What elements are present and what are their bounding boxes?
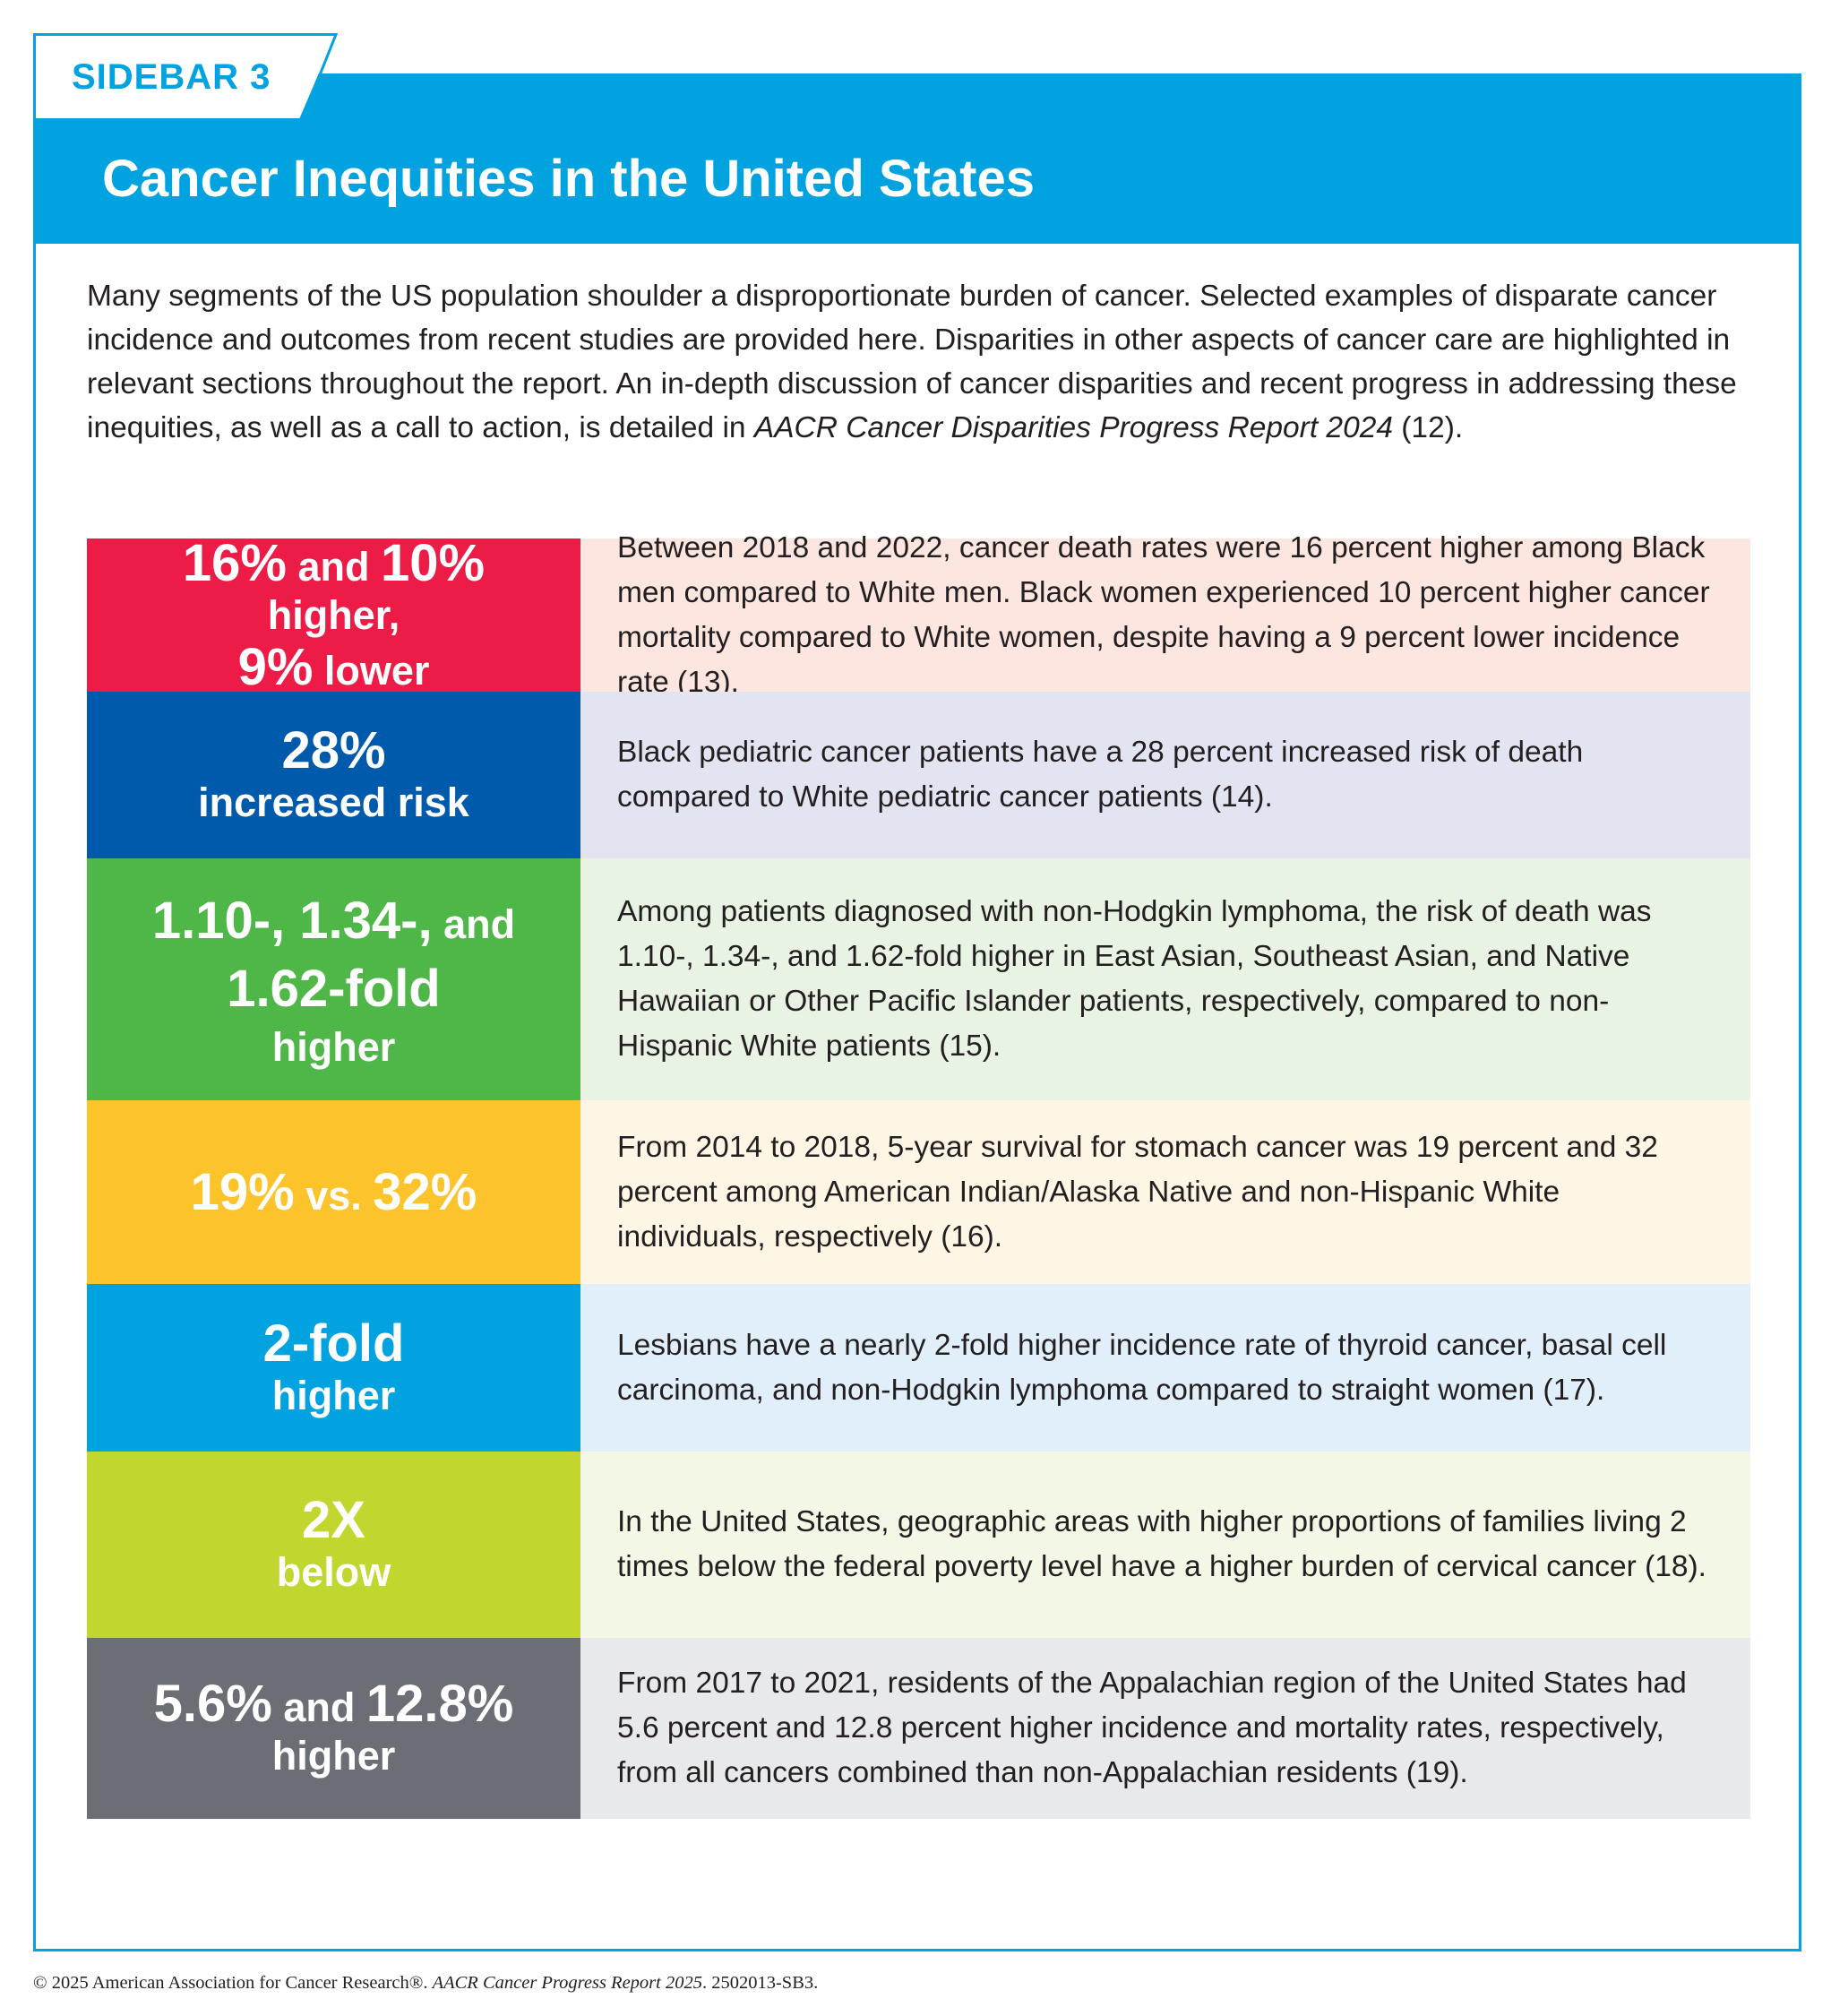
stat-cell: 19% vs. 32%: [87, 1100, 580, 1284]
stat-line: 2X: [302, 1491, 365, 1549]
stat-line: 5.6% and 12.8%: [153, 1675, 514, 1733]
stat-line: higher: [271, 1372, 396, 1418]
stat-cell: 28% increased risk: [87, 692, 580, 858]
stat-description: Black pediatric cancer patients have a 2…: [580, 692, 1750, 858]
stat-line: 1.62-fold: [227, 960, 441, 1018]
stat-description: From 2014 to 2018, 5-year survival for s…: [580, 1100, 1750, 1284]
stat-row: 2-fold higher Lesbians have a nearly 2-f…: [87, 1284, 1750, 1452]
stat-line: below: [276, 1549, 391, 1595]
copyright-footer: © 2025 American Association for Cancer R…: [33, 1970, 818, 1995]
sidebar-tab-outline: [33, 33, 338, 120]
stat-description: Lesbians have a nearly 2-fold higher inc…: [580, 1284, 1750, 1452]
intro-text: Many segments of the US population shoul…: [87, 280, 1737, 444]
footer-code: . 2502013-SB3.: [701, 1973, 819, 1993]
stat-description: Between 2018 and 2022, cancer death rate…: [580, 531, 1750, 699]
sidebar-tab: [33, 33, 336, 118]
stat-line: higher: [271, 1733, 396, 1779]
stat-row: 16% and 10% higher, 9% lower Between 201…: [87, 531, 1750, 699]
stat-line: 19% vs. 32%: [190, 1162, 477, 1221]
stat-row: 2X below In the United States, geographi…: [87, 1452, 1750, 1638]
header-band: [33, 73, 1801, 244]
intro-report-title: AACR Cancer Disparities Progress Report …: [753, 411, 1393, 444]
stat-line: increased risk: [198, 780, 469, 825]
intro-paragraph: Many segments of the US population shoul…: [87, 274, 1771, 450]
stat-cell: 5.6% and 12.8% higher: [87, 1638, 580, 1819]
footer-copyright: © 2025 American Association for Cancer R…: [33, 1973, 433, 1993]
stat-table: 16% and 10% higher, 9% lower Between 201…: [87, 531, 1750, 1819]
stat-cell: 16% and 10% higher, 9% lower: [87, 533, 580, 696]
stat-description: From 2017 to 2021, residents of the Appa…: [580, 1638, 1750, 1819]
sidebar-tab-label: SIDEBAR 3: [72, 57, 271, 97]
intro-citation: (12).: [1392, 411, 1464, 444]
stat-cell: 2X below: [87, 1452, 580, 1638]
stat-line: 16% and 10%: [182, 533, 486, 592]
stat-description: In the United States, geographic areas w…: [580, 1452, 1750, 1638]
stat-line: higher: [271, 1024, 396, 1070]
stat-line: 2-fold: [262, 1314, 405, 1373]
stat-line: 9% lower: [237, 637, 430, 696]
stat-line: 1.10-, 1.34-, and: [151, 892, 516, 950]
page-title: Cancer Inequities in the United States: [102, 150, 1035, 208]
stat-cell: 2-fold higher: [87, 1284, 580, 1452]
stat-row: 28% increased risk Black pediatric cance…: [87, 692, 1750, 858]
footer-report-title: AACR Cancer Progress Report 2025: [432, 1973, 702, 1993]
stat-line: higher,: [267, 591, 400, 638]
stat-row: 19% vs. 32% From 2014 to 2018, 5-year su…: [87, 1100, 1750, 1284]
stat-line: 28%: [281, 721, 386, 780]
stat-description: Among patients diagnosed with non-Hodgki…: [580, 858, 1750, 1100]
stat-row: 5.6% and 12.8% higher From 2017 to 2021,…: [87, 1638, 1750, 1819]
stat-cell: 1.10-, 1.34-, and 1.62-fold higher: [87, 858, 580, 1100]
stat-row: 1.10-, 1.34-, and 1.62-fold higher Among…: [87, 858, 1750, 1100]
